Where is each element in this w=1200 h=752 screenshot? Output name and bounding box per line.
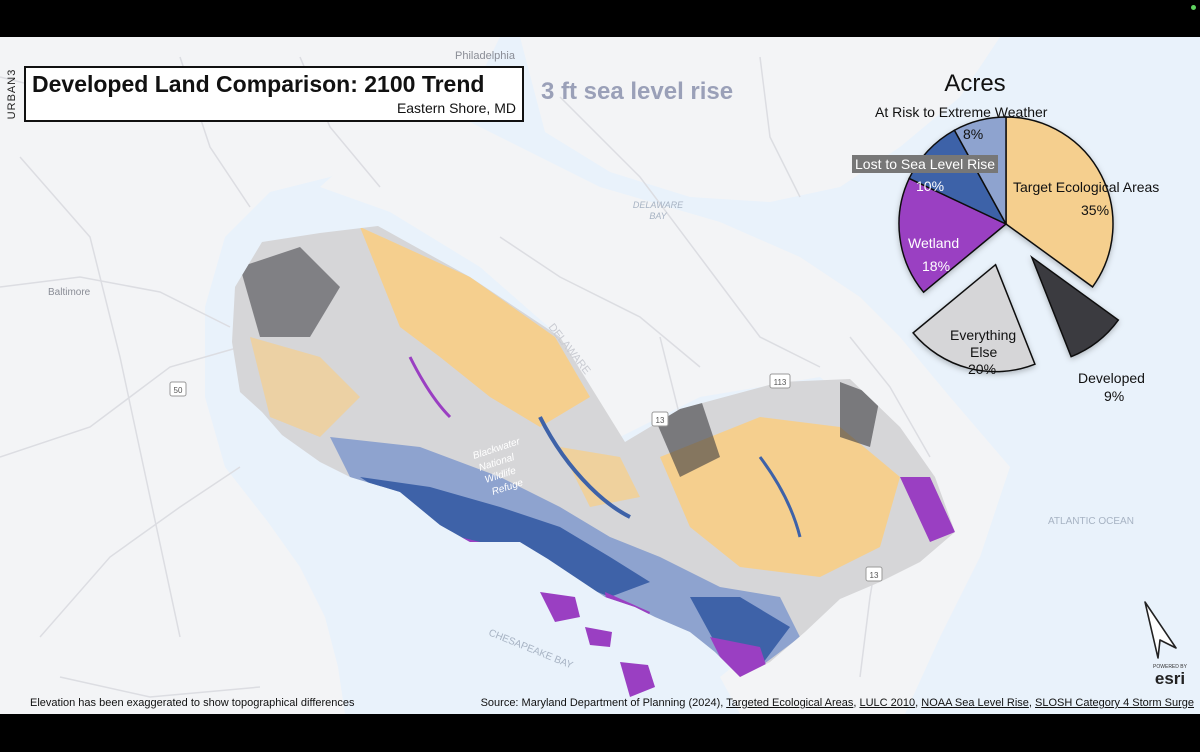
map-canvas[interactable]: 50 113 13 13 Philadelphia Baltimore DELA…	[0, 37, 1200, 714]
pie-slice-wetland	[898, 177, 1008, 294]
pie-label-everything-1: Everything	[950, 327, 1017, 343]
pie-label-target: Target Ecological Areas	[1013, 179, 1160, 195]
label-delaware-bay-2: BAY	[649, 211, 667, 221]
status-indicator	[1191, 5, 1196, 10]
pie-label-lost: Lost to Sea Level Rise	[852, 155, 999, 173]
map-subtitle: Eastern Shore, MD	[396, 100, 516, 116]
pie-label-wetland-pct: 18%	[922, 258, 951, 274]
pie-label-developed: Developed	[1078, 370, 1145, 386]
route-50-label: 50	[174, 386, 183, 395]
label-delaware-bay-1: DELAWARE	[633, 200, 684, 210]
route-shield-113: 113	[769, 373, 791, 389]
source-link-slosh[interactable]: SLOSH Category 4 Storm Surge	[1035, 697, 1194, 709]
esri-wordmark: esri	[1154, 669, 1186, 688]
pie-label-everything-2: Else	[970, 344, 998, 360]
pie-label-developed-pct: 9%	[1104, 388, 1125, 404]
esri-logo: POWERED BY esri	[1148, 664, 1192, 690]
northern-land	[520, 37, 1000, 202]
source-sep-2: ,	[915, 697, 922, 709]
delmarva-peninsula	[320, 97, 1010, 714]
elevation-note: Elevation has been exaggerated to show t…	[30, 697, 355, 709]
bay-islands	[540, 592, 655, 697]
pie-label-lost-pct: 10%	[916, 178, 945, 194]
pie-label-wetland: Wetland	[908, 235, 960, 251]
route-shield-13b: 13	[865, 566, 883, 582]
route-13b-label: 13	[870, 571, 879, 580]
label-philadelphia: Philadelphia	[455, 50, 516, 62]
source-link-noaa[interactable]: NOAA Sea Level Rise	[921, 697, 1029, 709]
pie-slice-target-ecological-areas	[1005, 116, 1114, 288]
acres-pie-chart	[898, 116, 1120, 373]
urban3-brand: URBAN3	[2, 66, 22, 122]
pie-label-everything-pct: 20%	[968, 361, 997, 377]
route-13a-label: 13	[656, 416, 665, 425]
north-arrow-icon	[1144, 601, 1177, 659]
label-baltimore: Baltimore	[48, 287, 91, 298]
pie-slice-everything-else	[912, 263, 1036, 373]
top-letterbox	[0, 0, 1200, 37]
map-title: Developed Land Comparison: 2100 Trend	[32, 71, 485, 97]
pie-label-target-pct: 35%	[1081, 202, 1110, 218]
brand-text: URBAN3	[6, 68, 18, 120]
source-link-lulc[interactable]: LULC 2010	[859, 697, 916, 709]
esri-powered-text: POWERED BY	[1153, 664, 1187, 670]
route-shield-50: 50	[169, 381, 187, 397]
pie-title: Acres	[944, 70, 1006, 97]
title-box: Developed Land Comparison: 2100 Trend Ea…	[24, 66, 524, 122]
source-citation: Source: Maryland Department of Planning …	[481, 697, 1194, 709]
source-prefix: Source: Maryland Department of Planning …	[480, 697, 727, 709]
label-atlantic-ocean: ATLANTIC OCEAN	[1048, 516, 1134, 527]
scenario-label: 3 ft sea level rise	[541, 78, 734, 105]
source-sep-1: ,	[853, 697, 860, 709]
pie-slice-developed	[1030, 255, 1120, 358]
western-shore-land	[0, 37, 500, 714]
pie-label-at-risk: At Risk to Extreme Weather	[875, 104, 1048, 120]
route-113-label: 113	[774, 378, 787, 387]
source-sep-3: ,	[1028, 697, 1036, 709]
pie-label-at-risk-pct: 8%	[963, 126, 984, 142]
bottom-letterbox	[0, 714, 1200, 752]
source-link-tea[interactable]: Targeted Ecological Areas	[726, 697, 854, 709]
route-shield-13a: 13	[651, 411, 669, 427]
